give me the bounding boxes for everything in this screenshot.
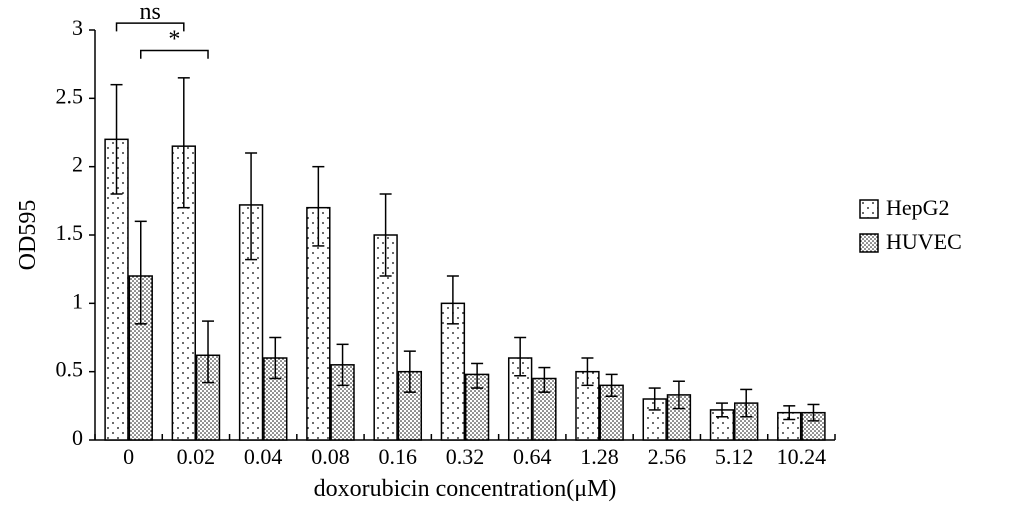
y-axis-title: OD595	[15, 200, 41, 271]
x-tick-label: 5.12	[715, 444, 754, 469]
x-tick-label: 10.24	[777, 444, 827, 469]
y-tick-label: 2	[72, 152, 83, 177]
legend-label: HepG2	[886, 195, 950, 220]
legend-swatch	[860, 234, 878, 252]
x-tick-label: 1.28	[580, 444, 619, 469]
x-tick-label: 0.08	[311, 444, 350, 469]
y-tick-label: 0	[72, 425, 83, 450]
x-tick-label: 0.64	[513, 444, 552, 469]
x-tick-label: 2.56	[648, 444, 687, 469]
x-tick-label: 0.02	[177, 444, 216, 469]
significance-label: *	[168, 27, 180, 53]
y-tick-label: 1	[72, 288, 83, 313]
significance-label: ns	[139, 0, 160, 25]
x-axis-title: doxorubicin concentration(μM)	[314, 476, 617, 502]
y-tick-label: 1.5	[56, 220, 84, 245]
od595-bar-chart: 0 0.5 1 1.5 2 2.5 3 OD595 0 0.02 0.04 0.08 0.16 0.32 0…	[0, 0, 1020, 530]
x-tick-label: 0.16	[378, 444, 417, 469]
legend-swatch	[860, 200, 878, 218]
legend-label: HUVEC	[886, 229, 962, 254]
y-tick-label: 2.5	[56, 83, 84, 108]
y-tick-label: 3	[72, 15, 83, 40]
x-tick-label: 0.04	[244, 444, 283, 469]
y-tick-label: 0.5	[56, 357, 84, 382]
x-tick-label: 0	[123, 444, 134, 469]
x-tick-label: 0.32	[446, 444, 485, 469]
